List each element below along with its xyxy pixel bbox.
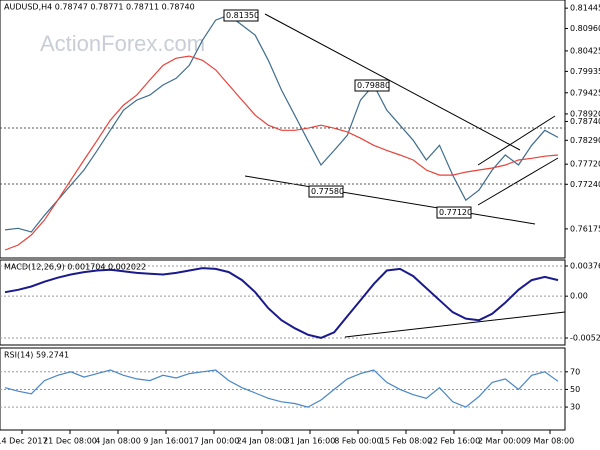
series-line	[4, 14, 559, 233]
y-tick-label: 0.77720	[570, 160, 600, 169]
rsi-header: RSI(14) 59.2741	[4, 351, 69, 360]
annotation-box	[436, 206, 472, 219]
channel-line	[477, 115, 556, 166]
y-tick-label: 0.81445	[570, 4, 600, 13]
macd-header: MACD(12,26,9) 0.001704 0.002022	[4, 263, 146, 272]
y-tick-label: 0.78920	[570, 109, 600, 118]
annotation: 0.77580	[311, 187, 344, 196]
annotation-box	[308, 185, 344, 198]
macd-panel	[0, 259, 566, 346]
x-tick-label: 15 Feb 08:00	[380, 437, 432, 446]
x-tick-label: 14 Dec 2017	[0, 437, 48, 446]
macd-trend-line	[344, 311, 566, 338]
annotation-box	[354, 79, 390, 92]
x-tick-label: 21 Dec 08:00	[43, 437, 97, 446]
x-tick-label: 24 Jan 08:00	[237, 437, 288, 446]
series-line	[4, 55, 559, 251]
x-tick-label: 9 Mar 08:00	[526, 437, 574, 446]
series-line	[4, 369, 559, 408]
annotation: 0.79880	[357, 81, 390, 90]
x-tick-label: 8 Feb 00:00	[334, 437, 381, 446]
y-tick-label: 70	[570, 367, 580, 376]
trend-line	[244, 175, 536, 225]
y-tick-label: 0.80425	[570, 46, 600, 55]
x-tick-label: 22 Feb 16:00	[428, 437, 480, 446]
annotations: 0.81350 0.79880 0.77580 0.77120	[223, 9, 472, 219]
y-tick-label: -0.005216	[570, 333, 600, 342]
x-tick-label: 9 Jan 16:00	[143, 437, 189, 446]
annotation: 0.81350	[226, 11, 259, 20]
x-tick-label: 17 Jan 00:00	[189, 437, 240, 446]
y-tick-label: 0.79935	[570, 67, 600, 76]
y-tick-label: 0.76175	[570, 224, 600, 233]
y-tick-label: 30	[570, 403, 580, 412]
y-tick-label: 50	[570, 385, 580, 394]
y-tick-label: 0.00	[570, 292, 588, 301]
y-tick-label: 0.80960	[570, 24, 600, 33]
annotation: 0.77120	[439, 208, 472, 217]
series-line	[4, 267, 559, 339]
trend-line	[264, 13, 521, 151]
y-tick-label: 0.77240	[570, 180, 600, 189]
annotation-box	[223, 9, 259, 22]
y-tick-label: 0.79425	[570, 88, 600, 97]
x-tick-label: 4 Jan 08:00	[95, 437, 141, 446]
y-tick-label: 0.003762	[570, 261, 600, 270]
x-tick-label: 2 Mar 00:00	[478, 437, 526, 446]
y-tick-label: 0.78290	[570, 136, 600, 145]
x-tick-label: 31 Jan 16:00	[285, 437, 336, 446]
price-panel	[0, 0, 566, 259]
price-header: AUDUSD,H4 0.78747 0.78771 0.78711 0.7874…	[4, 3, 195, 12]
watermark: ActionForex.com	[40, 31, 205, 56]
channel-line	[477, 157, 559, 206]
y-tick-label: 0.78740	[570, 117, 600, 126]
